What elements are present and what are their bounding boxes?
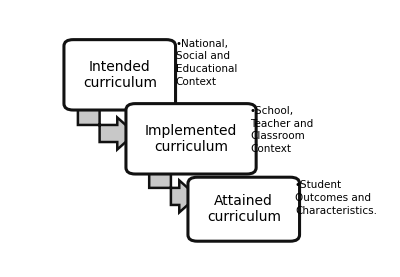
Polygon shape	[149, 168, 197, 212]
Text: Implemented
curriculum: Implemented curriculum	[145, 124, 237, 154]
FancyBboxPatch shape	[64, 40, 176, 110]
Text: Attained
curriculum: Attained curriculum	[207, 194, 281, 224]
Polygon shape	[78, 104, 135, 150]
Text: •National,
Social and
Educational
Context: •National, Social and Educational Contex…	[176, 39, 237, 87]
Text: Intended
curriculum: Intended curriculum	[83, 60, 157, 90]
Text: •Student
Outcomes and
Characteristics.: •Student Outcomes and Characteristics.	[295, 180, 377, 216]
FancyBboxPatch shape	[126, 104, 256, 174]
Text: •School,
Teacher and
Classroom
Context: •School, Teacher and Classroom Context	[250, 106, 313, 154]
FancyBboxPatch shape	[188, 177, 300, 241]
